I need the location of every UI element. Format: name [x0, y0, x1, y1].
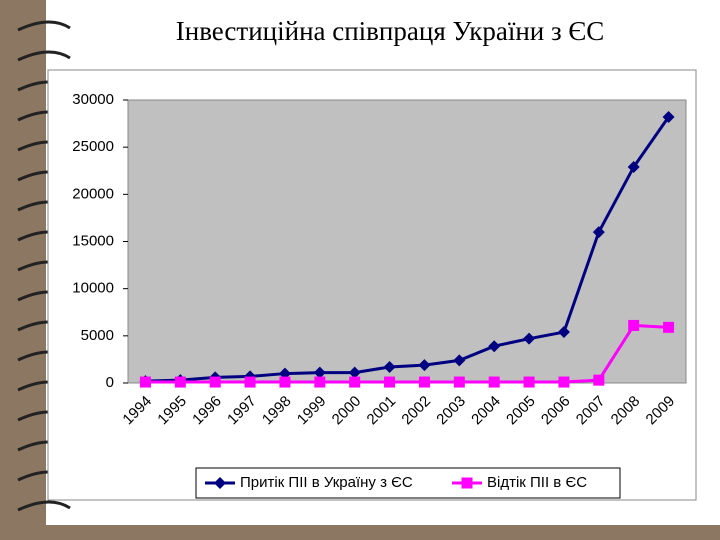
series-line	[145, 323, 669, 384]
marker	[488, 340, 501, 353]
marker	[139, 376, 151, 388]
y-tick-label: 25000	[72, 138, 114, 155]
plot-area	[127, 99, 687, 384]
legend-label: Відтік ПІІ в ЄС	[487, 474, 587, 491]
marker	[627, 160, 640, 173]
marker	[523, 332, 536, 345]
y-tick-label: 15000	[72, 232, 114, 249]
marker	[592, 226, 605, 239]
y-tick-label: 0	[106, 374, 114, 391]
marker	[418, 376, 430, 388]
marker	[453, 376, 465, 388]
marker	[349, 376, 361, 388]
marker	[662, 110, 675, 123]
marker	[461, 477, 473, 489]
series-line	[145, 116, 670, 383]
marker	[314, 376, 326, 388]
marker	[663, 321, 675, 333]
marker	[628, 319, 640, 331]
legend-label: Притік ПІІ в Україну з ЄС	[240, 474, 413, 491]
marker	[558, 376, 570, 388]
marker	[214, 477, 226, 489]
marker	[593, 374, 605, 386]
legend	[195, 467, 621, 499]
y-tick-label: 10000	[72, 280, 114, 297]
marker	[418, 359, 431, 372]
marker	[384, 376, 396, 388]
marker	[383, 360, 396, 373]
y-tick-label: 30000	[72, 91, 114, 108]
marker	[209, 376, 221, 388]
marker	[523, 376, 535, 388]
y-tick-label: 5000	[81, 327, 114, 344]
marker	[279, 376, 291, 388]
y-tick-label: 20000	[72, 185, 114, 202]
marker	[174, 376, 186, 388]
marker	[488, 376, 500, 388]
marker	[244, 376, 256, 388]
chart-title: Інвестиційна співпраця України з ЄС	[176, 16, 604, 46]
marker	[313, 366, 326, 379]
marker	[557, 326, 570, 339]
marker	[453, 354, 466, 367]
marker	[348, 366, 361, 379]
